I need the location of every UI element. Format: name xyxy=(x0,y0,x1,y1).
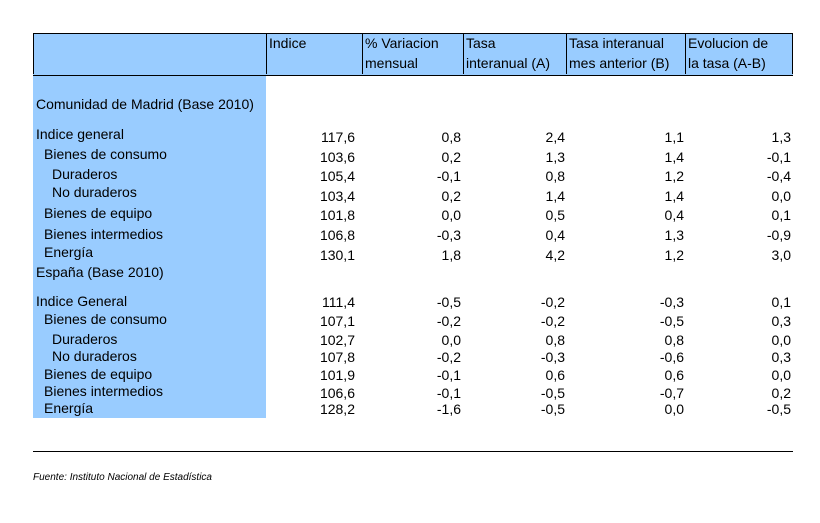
cell-tasa-b: -0,7 xyxy=(659,385,684,401)
cell-variacion: -0,3 xyxy=(436,227,461,243)
row-label: Energía xyxy=(44,400,94,416)
cell-tasa-a: 4,2 xyxy=(545,247,565,263)
cell-tasa-a: 2,4 xyxy=(545,129,565,145)
header-col-tasa-interanual: Tasa interanual (A) xyxy=(463,33,566,74)
cell-tasa-a: -0,3 xyxy=(540,349,565,365)
cell-tasa-a: 0,6 xyxy=(545,367,565,383)
header-col-indice: Indice xyxy=(266,33,362,74)
cell-evolucion: 3,0 xyxy=(771,247,791,263)
row-label: Energía xyxy=(44,244,94,260)
cell-indice: 102,7 xyxy=(319,332,355,348)
cell-variacion: -0,1 xyxy=(436,367,461,383)
cell-tasa-b: 1,2 xyxy=(664,168,684,184)
section-title-madrid: Comunidad de Madrid (Base 2010) xyxy=(36,96,254,112)
row-label: No duraderos xyxy=(52,348,137,364)
row-label: Bienes de equipo xyxy=(44,205,153,221)
section-title-espana: España (Base 2010) xyxy=(36,264,164,280)
row-label: No duraderos xyxy=(52,184,137,200)
cell-tasa-b: 0,0 xyxy=(664,401,684,417)
cell-tasa-b: 1,4 xyxy=(664,149,684,165)
cell-tasa-a: 0,4 xyxy=(545,227,565,243)
row-label: Duraderos xyxy=(52,166,118,182)
cell-indice: 103,4 xyxy=(319,188,355,204)
row-label: Bienes intermedios xyxy=(44,226,164,242)
cell-tasa-a: 0,5 xyxy=(545,207,565,223)
header-col-evolucion: Evolucion de la tasa (A-B) xyxy=(685,33,793,74)
cell-tasa-a: 1,4 xyxy=(545,188,565,204)
cell-tasa-b: 0,4 xyxy=(664,207,684,223)
cell-evolucion: 0,2 xyxy=(771,385,791,401)
cell-evolucion: 0,0 xyxy=(771,188,791,204)
cell-tasa-b: -0,3 xyxy=(659,294,684,310)
cell-indice: 128,2 xyxy=(319,401,355,417)
cell-tasa-b: 0,8 xyxy=(664,332,684,348)
cell-indice: 103,6 xyxy=(319,149,355,165)
cell-evolucion: -0,4 xyxy=(766,168,791,184)
cell-indice: 101,8 xyxy=(319,207,355,223)
cell-tasa-b: 1,3 xyxy=(664,227,684,243)
cell-variacion: 0,2 xyxy=(441,149,461,165)
cell-tasa-b: 1,2 xyxy=(664,247,684,263)
table-bottom-rule xyxy=(33,451,793,452)
row-label: Bienes de consumo xyxy=(44,146,167,162)
cell-evolucion: 0,1 xyxy=(771,294,791,310)
cell-evolucion: -0,9 xyxy=(766,227,791,243)
row-label: Indice General xyxy=(36,293,128,309)
cell-evolucion: 0,1 xyxy=(771,207,791,223)
table-header xyxy=(33,33,793,76)
cell-indice: 130,1 xyxy=(319,247,355,263)
cell-tasa-a: 0,8 xyxy=(545,332,565,348)
cell-indice: 106,8 xyxy=(319,227,355,243)
cell-evolucion: 0,0 xyxy=(771,367,791,383)
cell-indice: 107,1 xyxy=(319,313,355,329)
cell-tasa-b: -0,6 xyxy=(659,349,684,365)
cell-evolucion: -0,5 xyxy=(766,401,791,417)
cell-variacion: -0,1 xyxy=(436,385,461,401)
cell-indice: 111,4 xyxy=(322,294,355,310)
cell-evolucion: 0,0 xyxy=(771,332,791,348)
cell-evolucion: 1,3 xyxy=(771,129,791,145)
cell-tasa-a: -0,5 xyxy=(540,385,565,401)
cell-indice: 101,9 xyxy=(319,367,355,383)
row-label: Duraderos xyxy=(52,331,118,347)
cell-variacion: -1,6 xyxy=(436,401,461,417)
cell-variacion: -0,1 xyxy=(436,168,461,184)
row-label: Bienes intermedios xyxy=(44,383,164,399)
cell-variacion: 1,8 xyxy=(441,247,461,263)
cell-tasa-a: 0,8 xyxy=(545,168,565,184)
cell-tasa-b: 1,1 xyxy=(664,129,684,145)
cell-indice: 117,6 xyxy=(321,129,355,145)
cell-tasa-a: -0,5 xyxy=(540,401,565,417)
row-label-column-background xyxy=(33,75,266,418)
cell-tasa-b: -0,5 xyxy=(659,313,684,329)
cell-tasa-b: 0,6 xyxy=(664,367,684,383)
cell-tasa-a: -0,2 xyxy=(540,294,565,310)
cell-tasa-a: 1,3 xyxy=(545,149,565,165)
cell-evolucion: 0,3 xyxy=(771,313,791,329)
cell-indice: 106,6 xyxy=(319,385,355,401)
cell-variacion: -0,5 xyxy=(436,294,461,310)
header-corner-cell xyxy=(33,33,266,74)
row-label: Bienes de consumo xyxy=(44,311,167,327)
header-col-tasa-mes-anterior: Tasa interanual mes anterior (B) xyxy=(566,33,685,74)
cell-evolucion: -0,1 xyxy=(766,149,791,165)
source-note: Fuente: Instituto Nacional de Estadístic… xyxy=(33,472,212,483)
cell-evolucion: 0,3 xyxy=(771,349,791,365)
cell-indice: 105,4 xyxy=(319,168,355,184)
cell-variacion: -0,2 xyxy=(436,349,461,365)
cell-variacion: 0,8 xyxy=(441,129,461,145)
cell-variacion: -0,2 xyxy=(436,313,461,329)
cell-tasa-a: -0,2 xyxy=(540,313,565,329)
row-label: Indice general xyxy=(36,126,124,142)
cell-variacion: 0,2 xyxy=(441,188,461,204)
cell-variacion: 0,0 xyxy=(441,332,461,348)
cell-tasa-b: 1,4 xyxy=(664,188,684,204)
cell-variacion: 0,0 xyxy=(441,207,461,223)
cell-indice: 107,8 xyxy=(319,349,355,365)
row-label: Bienes de equipo xyxy=(44,366,153,382)
header-col-variacion-mensual: % Variacion mensual xyxy=(362,33,463,74)
